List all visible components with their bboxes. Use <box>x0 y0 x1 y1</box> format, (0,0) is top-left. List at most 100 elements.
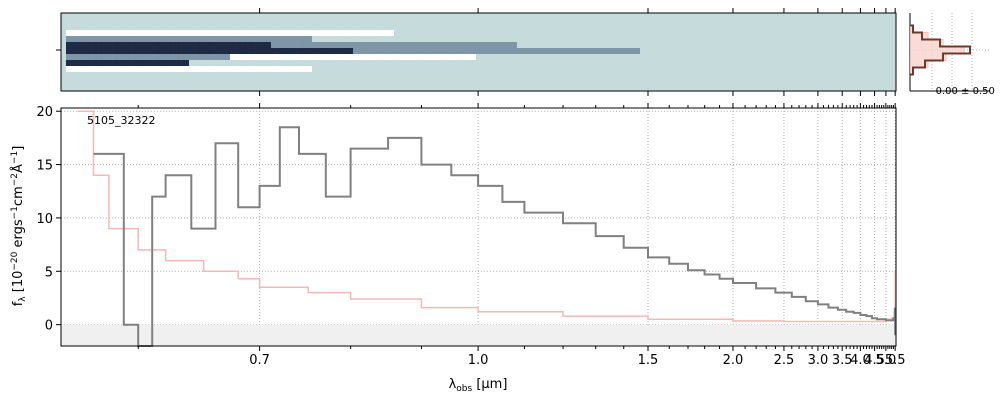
spectrum-2d-cell <box>650 30 656 36</box>
spectrum-2d-cell <box>845 66 851 72</box>
spectrum-2d-cell <box>240 36 246 42</box>
spectrum-2d-cell <box>829 66 836 72</box>
spectrum-2d-cell <box>429 42 436 48</box>
spectrum-2d-cell <box>486 66 492 72</box>
spectrum-2d-cell <box>476 30 482 36</box>
spectrum-2d-cell <box>517 66 523 72</box>
spectrum-2d-cell <box>727 30 733 36</box>
spectrum-2d-cell <box>476 48 482 54</box>
spectrum-2d-cell <box>752 48 759 54</box>
spectrum-2d-cell <box>522 66 528 72</box>
spectrum-2d-cell <box>240 60 246 66</box>
spectrum-2d-cell <box>148 60 154 66</box>
spectrum-2d-cell <box>711 36 718 42</box>
spectrum-2d-cell <box>306 48 313 54</box>
spectrum-2d-cell <box>563 66 569 72</box>
spectrum-2d-cell <box>91 30 98 36</box>
profile-line <box>910 24 971 76</box>
spectrum-2d-cell <box>112 60 118 66</box>
spectrum-2d-cell <box>440 30 446 36</box>
spectrum-2d-cell <box>476 66 482 72</box>
spectrum-2d-cell <box>506 48 513 54</box>
spectrum-2d-cell <box>409 60 415 66</box>
spectrum-2d-cell <box>353 66 359 72</box>
y-tick-label: 5 <box>45 265 53 280</box>
spectrum-2d-cell <box>122 48 128 54</box>
spectrum-2d-cell <box>486 30 492 36</box>
spectrum-2d-cell <box>845 42 851 48</box>
spectrum-2d-cell <box>199 30 205 36</box>
spectrum-2d-cell <box>870 36 877 42</box>
spectrum-2d-cell <box>491 48 497 54</box>
spectrum-2d-cell <box>880 42 887 48</box>
spectrum-2d-cell <box>660 60 666 66</box>
spectrum-2d-cell <box>681 36 687 42</box>
spectrum-2d-cell <box>399 30 405 36</box>
spectrum-2d-cell <box>614 48 620 54</box>
spectrum-2d-cell <box>537 48 543 54</box>
spectrum-2d-cell <box>107 66 113 72</box>
spectrum-2d-cell <box>327 48 333 54</box>
spectrum-2d-cell <box>486 54 492 60</box>
spectrum-2d-cell <box>778 60 784 66</box>
spectrum-2d-cell <box>558 30 564 36</box>
spectrum-2d-cell <box>250 30 256 36</box>
spectrum-2d-cell <box>634 42 641 48</box>
spectrum-2d-cell <box>76 66 82 72</box>
spectrum-2d-cell <box>599 54 605 60</box>
spectrum-2d-cell <box>470 36 477 42</box>
spectrum-2d-cell <box>142 30 149 36</box>
spectrum-2d-cell <box>66 54 72 60</box>
spectrum-2d-cell <box>537 54 543 60</box>
spectrum-2d-cell <box>445 66 451 72</box>
spectrum-2d-cell <box>834 66 841 72</box>
spectrum-2d-cell <box>578 36 584 42</box>
spectrum-2d-cell <box>337 66 344 72</box>
spectrum-2d-cell <box>706 36 713 42</box>
spectrum-2d-cell <box>337 48 344 54</box>
spectrum-2d-cell <box>522 42 528 48</box>
spectrum-2d-cell <box>388 36 395 42</box>
spectrum-2d-cell <box>81 60 87 66</box>
spectrum-2d-cell <box>178 60 185 66</box>
spectrum-2d-cell <box>142 54 149 60</box>
spectrum-2d-cell <box>117 48 123 54</box>
spectrum-2d-cell <box>460 60 467 66</box>
y-tick-label: 10 <box>36 212 53 227</box>
spectrum-2d-cell <box>245 60 251 66</box>
spectrum-2d-cell <box>342 54 349 60</box>
spectrum-2d-cell <box>224 30 231 36</box>
spectrum-2d-cell <box>414 36 420 42</box>
spectrum-2d-cell <box>445 30 451 36</box>
spectrum-2d-cell <box>230 36 236 42</box>
spectrum-2d-cell <box>665 66 672 72</box>
spectrum-2d-cell <box>183 42 190 48</box>
spectrum-2d-cell <box>542 48 549 54</box>
spectrum-2d-cell <box>583 30 590 36</box>
spectrum-2d-cell <box>460 48 467 54</box>
spectrum-2d-cell <box>240 66 246 72</box>
spectrum-2d-cell <box>757 30 764 36</box>
spectrum-2d-cell <box>650 36 656 42</box>
spectrum-2d-cell <box>691 42 697 48</box>
spectrum-2d-cell <box>470 66 477 72</box>
x-tick-label: 3.0 <box>808 353 829 368</box>
spectrum-2d-cell <box>732 30 738 36</box>
spectrum-2d-cell <box>342 66 349 72</box>
spectrum-2d-cell <box>696 60 702 66</box>
spectrum-2d-cell <box>91 54 98 60</box>
spectrum-2d-cell <box>107 36 113 42</box>
spectrum-2d-cell <box>614 66 620 72</box>
spectrum-2d-cell <box>460 42 467 48</box>
spectrum-2d-cell <box>378 36 385 42</box>
spectrum-2d-cell <box>378 60 385 66</box>
spectrum-2d-cell <box>860 42 866 48</box>
spectrum-2d-cell <box>798 54 805 60</box>
spectrum-2d-cell <box>71 60 77 66</box>
spectrum-2d-cell <box>670 36 677 42</box>
spectrum-2d-cell <box>353 48 359 54</box>
spectrum-2d-cell <box>101 36 108 42</box>
spectrum-2d-cell <box>168 60 174 66</box>
spectrum-2d-cell <box>86 60 92 66</box>
